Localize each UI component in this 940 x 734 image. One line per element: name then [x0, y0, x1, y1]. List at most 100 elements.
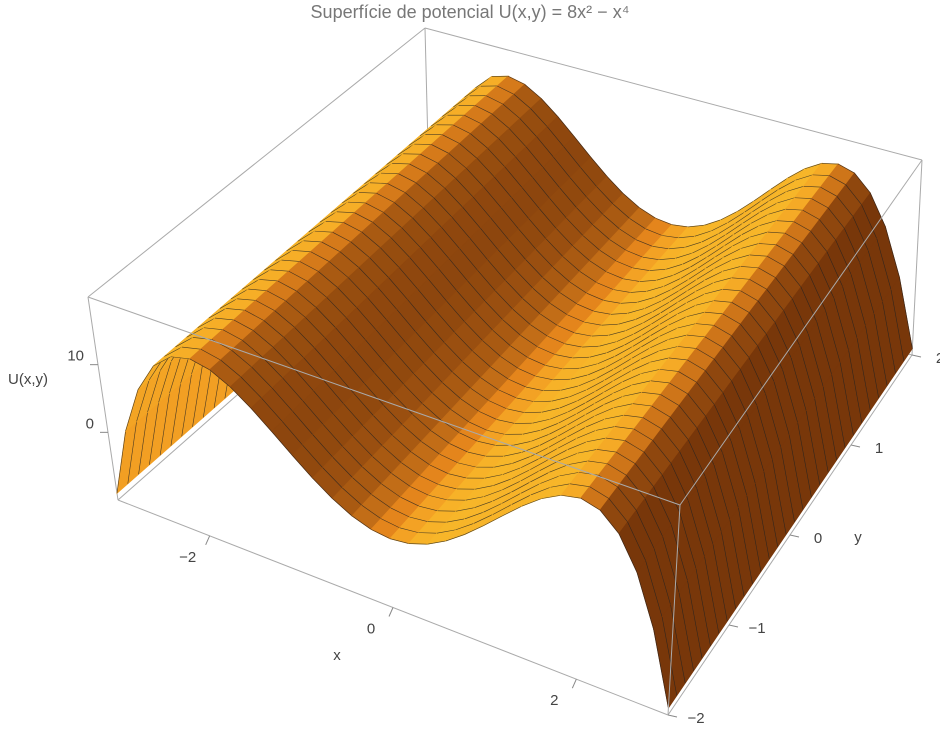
mesh-line: [641, 336, 660, 348]
mesh-line: [169, 351, 183, 394]
mesh-line: [352, 477, 372, 495]
mesh-line: [474, 500, 493, 508]
mesh-line: [790, 357, 807, 411]
mesh-line: [372, 221, 392, 239]
mesh-line: [277, 280, 297, 292]
mesh-line: [836, 196, 854, 217]
mesh-line: [527, 357, 546, 366]
mesh-line: [127, 421, 137, 484]
mesh-line: [553, 378, 571, 381]
mesh-line: [271, 387, 293, 412]
chart-title: Superfície de potencial U(x,y) = 8x² − x…: [311, 2, 630, 22]
mesh-line: [812, 174, 830, 176]
mesh-line: [498, 389, 517, 399]
mesh-line: [688, 500, 705, 557]
mesh-line: [508, 75, 525, 85]
mesh-line: [444, 187, 463, 208]
mesh-line: [732, 254, 750, 261]
mesh-line: [548, 436, 568, 448]
mesh-line: [741, 243, 759, 249]
mesh-line: [513, 94, 531, 109]
mesh-line: [778, 179, 796, 190]
mesh-line: [480, 227, 499, 250]
mesh-line: [354, 349, 375, 374]
mesh-line: [623, 346, 642, 358]
mesh-line: [738, 507, 753, 585]
mesh-line: [261, 397, 283, 422]
mesh-line: [423, 207, 442, 228]
mesh-line: [839, 362, 854, 436]
mesh-line: [502, 103, 521, 119]
mesh-line: [678, 235, 695, 239]
mesh-line: [490, 217, 509, 240]
mesh-line: [585, 418, 606, 428]
mesh-line: [698, 256, 716, 269]
mesh-line: [784, 265, 802, 288]
mesh-line: [423, 363, 443, 384]
mesh-line: [602, 214, 620, 230]
mesh-line: [704, 289, 723, 295]
mesh-line: [632, 403, 652, 407]
mesh-line: [668, 334, 687, 340]
mesh-line: [438, 268, 458, 291]
mesh-line: [576, 415, 596, 426]
mesh-line: [392, 435, 412, 453]
mesh-line: [890, 289, 905, 361]
mesh-line: [469, 238, 489, 261]
y-axis-label: y: [854, 529, 862, 546]
mesh-line: [642, 324, 661, 336]
z-tick-label: 0: [86, 415, 94, 432]
mesh-line: [540, 422, 559, 431]
mesh-line: [464, 511, 484, 520]
mesh-line: [153, 356, 171, 367]
mesh-line: [604, 369, 624, 381]
mesh-line: [312, 434, 334, 458]
mesh-line: [767, 231, 785, 234]
mesh-line: [532, 288, 551, 304]
mesh-line: [312, 477, 333, 499]
mesh-line: [538, 208, 557, 229]
mesh-line: [545, 365, 563, 370]
mesh-line: [407, 299, 427, 322]
mesh-line: [595, 392, 614, 404]
mesh-line: [386, 319, 406, 343]
mesh-line: [409, 257, 429, 280]
mesh-line: [557, 116, 575, 137]
mesh-line: [629, 218, 646, 230]
mesh-line: [342, 487, 363, 506]
mesh-line: [170, 356, 190, 360]
mesh-line: [718, 222, 736, 234]
mesh-line: [677, 346, 697, 349]
mesh-line: [785, 208, 803, 211]
mesh-line: [637, 297, 655, 303]
box-front: −2 0 2 −2 −1 0 1 2 0 10: [67, 159, 940, 727]
mesh-line: [722, 347, 741, 370]
mesh-line: [572, 245, 591, 262]
mesh-line: [259, 279, 278, 282]
mesh-line: [390, 507, 410, 518]
mesh-line: [607, 463, 627, 476]
mesh-line: [584, 321, 602, 326]
mesh-line: [574, 136, 591, 158]
mesh-line: [149, 402, 159, 465]
mesh-line: [536, 136, 554, 158]
mesh-line: [420, 153, 438, 164]
mesh-line: [467, 451, 486, 457]
mesh-line: [604, 414, 624, 420]
mesh-line: [650, 324, 669, 336]
mesh-line: [189, 358, 210, 371]
mesh-line: [487, 259, 506, 281]
mesh-line: [766, 289, 784, 311]
mesh-line: [417, 288, 437, 312]
mesh-line: [483, 489, 503, 497]
y-tick-label: 1: [875, 440, 883, 457]
mesh-line: [264, 259, 282, 271]
mesh-line: [502, 492, 522, 504]
mesh-line: [483, 186, 502, 209]
mesh-line: [687, 279, 706, 291]
mesh-line: [641, 391, 661, 395]
mesh-line: [209, 369, 231, 388]
mesh-line: [783, 310, 800, 347]
mesh-line: [826, 251, 843, 287]
mesh-line: [737, 200, 755, 212]
